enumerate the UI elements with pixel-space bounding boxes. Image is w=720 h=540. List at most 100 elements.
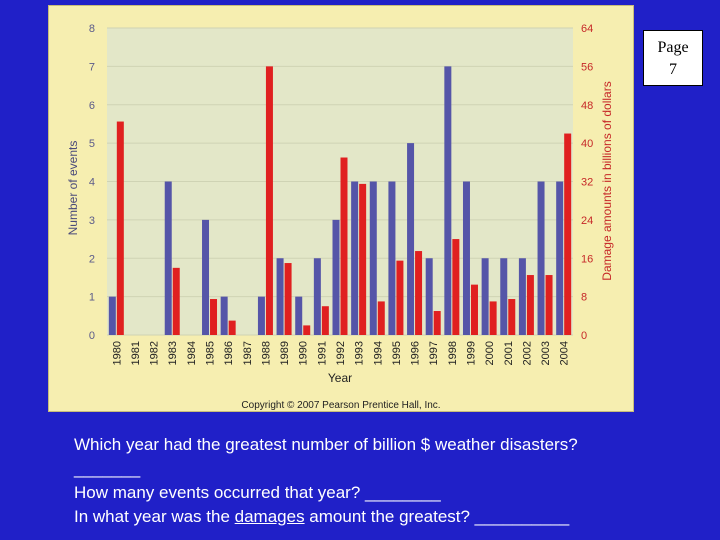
bar-events xyxy=(556,181,564,335)
x-tick-label: 1984 xyxy=(186,341,198,365)
bar-damage xyxy=(265,66,273,335)
x-tick-label: 1991 xyxy=(316,341,328,365)
bar-damage xyxy=(377,301,385,335)
left-tick-label: 4 xyxy=(89,177,95,189)
right-tick-label: 8 xyxy=(581,292,587,304)
bar-events xyxy=(444,66,452,335)
left-tick-label: 1 xyxy=(89,292,95,304)
page-label: Page xyxy=(657,39,689,56)
x-tick-label: 1996 xyxy=(410,341,422,365)
x-tick-label: 1993 xyxy=(354,341,366,365)
bar-events xyxy=(295,296,303,335)
x-tick-label: 1998 xyxy=(447,341,459,365)
bar-events xyxy=(332,219,340,335)
bar-events xyxy=(202,219,210,335)
page-number-badge: Page 7 xyxy=(643,30,703,86)
x-tick-label: 1992 xyxy=(335,341,347,365)
right-tick-label: 40 xyxy=(581,138,593,150)
x-tick-label: 2002 xyxy=(521,341,533,365)
x-tick-label: 1989 xyxy=(279,341,291,365)
bar-damage xyxy=(470,284,478,335)
question-2: How many events occurred that year? ____… xyxy=(74,481,714,505)
x-axis-title: Year xyxy=(328,371,352,385)
x-tick-label: 1987 xyxy=(242,341,254,365)
left-tick-label: 2 xyxy=(89,253,95,265)
questions: Which year had the greatest number of bi… xyxy=(74,433,714,529)
answer-blank-1[interactable]: _______ xyxy=(74,459,141,478)
right-tick-label: 32 xyxy=(581,177,593,189)
bar-damage xyxy=(396,260,404,335)
question-3-emphasis: damages xyxy=(234,507,305,526)
x-tick-label: 1983 xyxy=(167,341,179,365)
right-axis-title: Damage amounts in billions of dollars xyxy=(600,81,614,280)
question-3-text: In what year was the xyxy=(74,507,235,526)
bar-events xyxy=(425,258,433,335)
copyright-notice: Copyright © 2007 Pearson Prentice Hall, … xyxy=(241,400,441,411)
question-1: Which year had the greatest number of bi… xyxy=(74,435,578,454)
x-tick-label: 1988 xyxy=(260,341,272,365)
x-tick-label: 2001 xyxy=(503,341,515,365)
bar-damage xyxy=(340,157,348,335)
x-tick-label: 2000 xyxy=(484,341,496,365)
bar-events xyxy=(481,258,489,335)
x-tick-label: 1994 xyxy=(372,341,384,365)
right-tick-label: 16 xyxy=(581,253,593,265)
bar-events xyxy=(313,258,321,335)
x-tick-label: 1982 xyxy=(149,341,161,365)
bar-damage xyxy=(526,275,534,335)
x-tick-label: 1997 xyxy=(428,341,440,365)
x-tick-label: 2004 xyxy=(559,341,571,365)
bar-events xyxy=(388,181,396,335)
bar-events xyxy=(220,296,228,335)
left-tick-label: 8 xyxy=(89,23,95,35)
bar-events xyxy=(500,258,508,335)
bar-damage xyxy=(564,133,572,335)
right-tick-label: 64 xyxy=(581,23,593,35)
x-tick-label: 2003 xyxy=(540,341,552,365)
x-tick-label: 1980 xyxy=(111,341,123,365)
question-3-rest[interactable]: amount the greatest? __________ xyxy=(304,507,570,526)
x-tick-label: 1986 xyxy=(223,341,235,365)
bar-events xyxy=(257,296,265,335)
bar-damage xyxy=(415,251,423,335)
left-tick-label: 5 xyxy=(89,138,95,150)
bar-events xyxy=(276,258,284,335)
left-tick-label: 6 xyxy=(89,100,95,112)
bar-damage xyxy=(359,183,367,335)
bar-damage xyxy=(303,325,311,335)
right-tick-label: 0 xyxy=(581,330,587,342)
left-tick-label: 3 xyxy=(89,215,95,227)
bar-damage xyxy=(508,299,516,335)
page-number: 7 xyxy=(669,61,677,78)
bar-events xyxy=(462,181,470,335)
question-3: In what year was the damages amount the … xyxy=(74,505,714,529)
bar-damage xyxy=(321,306,329,335)
bar-events xyxy=(518,258,526,335)
bar-damage xyxy=(489,301,497,335)
x-tick-label: 1999 xyxy=(465,341,477,365)
bar-damage xyxy=(545,275,553,335)
bar-damage xyxy=(433,311,441,335)
right-tick-label: 48 xyxy=(581,100,593,112)
left-tick-label: 7 xyxy=(89,61,95,73)
right-tick-label: 56 xyxy=(581,61,593,73)
bar-events xyxy=(351,181,359,335)
right-tick-label: 24 xyxy=(581,215,593,227)
question-2-text: How many events occurred that year? xyxy=(74,483,366,502)
x-tick-label: 1990 xyxy=(298,341,310,365)
bar-damage xyxy=(228,320,236,335)
bar-damage xyxy=(210,299,218,335)
bar-events xyxy=(537,181,545,335)
bar-events xyxy=(108,296,116,335)
x-tick-label: 1981 xyxy=(130,341,142,365)
bar-damage xyxy=(452,239,460,335)
answer-blank-2[interactable]: ________ xyxy=(365,483,441,502)
x-tick-label: 1985 xyxy=(205,341,217,365)
bar-damage xyxy=(116,121,124,335)
x-tick-label: 1995 xyxy=(391,341,403,365)
left-axis-title: Number of events xyxy=(66,141,80,236)
bar-damage xyxy=(284,263,292,335)
bar-damage xyxy=(172,267,180,335)
